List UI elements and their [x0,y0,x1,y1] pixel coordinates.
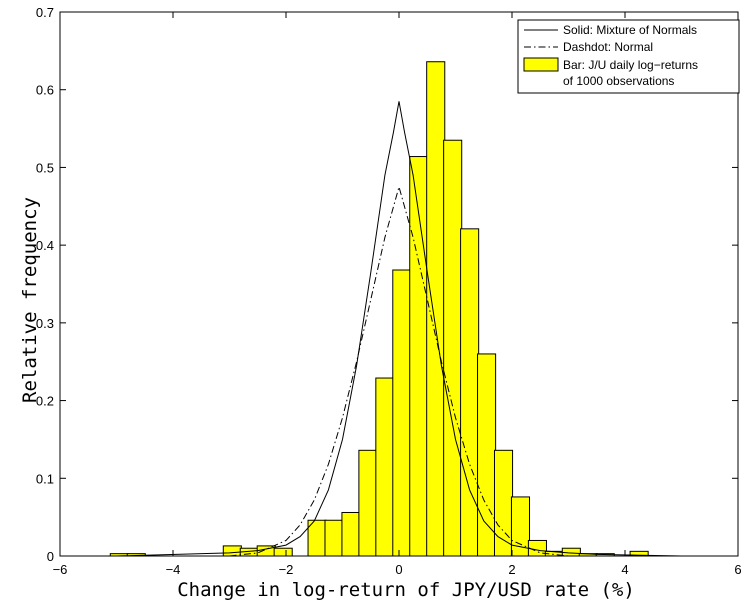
legend: Solid: Mixture of Normals Dashdot: Norma… [517,19,740,94]
y-tick-label: 0.7 [36,5,54,20]
histogram-bar [358,449,378,557]
legend-box [517,19,740,94]
curves-layer [116,101,682,557]
x-tick-label: 2 [508,562,515,577]
y-tick-label: 0.1 [36,471,54,486]
x-tick-label: 6 [734,562,741,577]
x-tick-label: 0 [395,562,402,577]
histogram-bar [460,228,480,557]
normal-curve [229,185,569,557]
y-tick-label: 0.2 [36,394,54,409]
y-tick-label: 0.6 [36,83,54,98]
legend-bar-sample [523,57,559,72]
y-tick-label: 0.5 [36,160,54,175]
y-tick-label: 0.3 [36,316,54,331]
histogram-bar [392,269,412,557]
histogram-bar [273,547,293,557]
x-axis-label: Change in log-return of JPY/USD rate (%) [177,579,635,601]
mixture-of-normals-curve [116,101,682,557]
x-tick-label: 4 [621,562,628,577]
legend-label-bar-line2: of 1000 observations [563,74,674,88]
histogram-bar [443,139,463,557]
legend-label-bar: Bar: J/U daily log−returns [563,58,698,72]
legend-label-mixture: Solid: Mixture of Normals [563,23,697,37]
bars-layer [109,61,649,557]
histogram-bar [222,545,242,557]
histogram-bar [375,377,395,557]
x-tick-label: −6 [53,562,68,577]
x-tick-label: −2 [279,562,294,577]
legend-label-normal: Dashdot: Normal [563,40,653,54]
x-tick-label: −4 [166,562,181,577]
histogram-bar [341,511,361,557]
y-tick-label: 0 [47,549,54,564]
tick-labels-layer: −6 −4 −2 0 2 4 6 0 0.1 0.2 0.3 0.4 0.5 0.6 0.7 [36,5,742,577]
histogram-bar [324,519,344,557]
y-tick-label: 0.4 [36,238,54,253]
y-axis-label: Relative frequency [19,197,41,403]
histogram-bar [426,61,446,557]
histogram-bar [477,353,497,557]
